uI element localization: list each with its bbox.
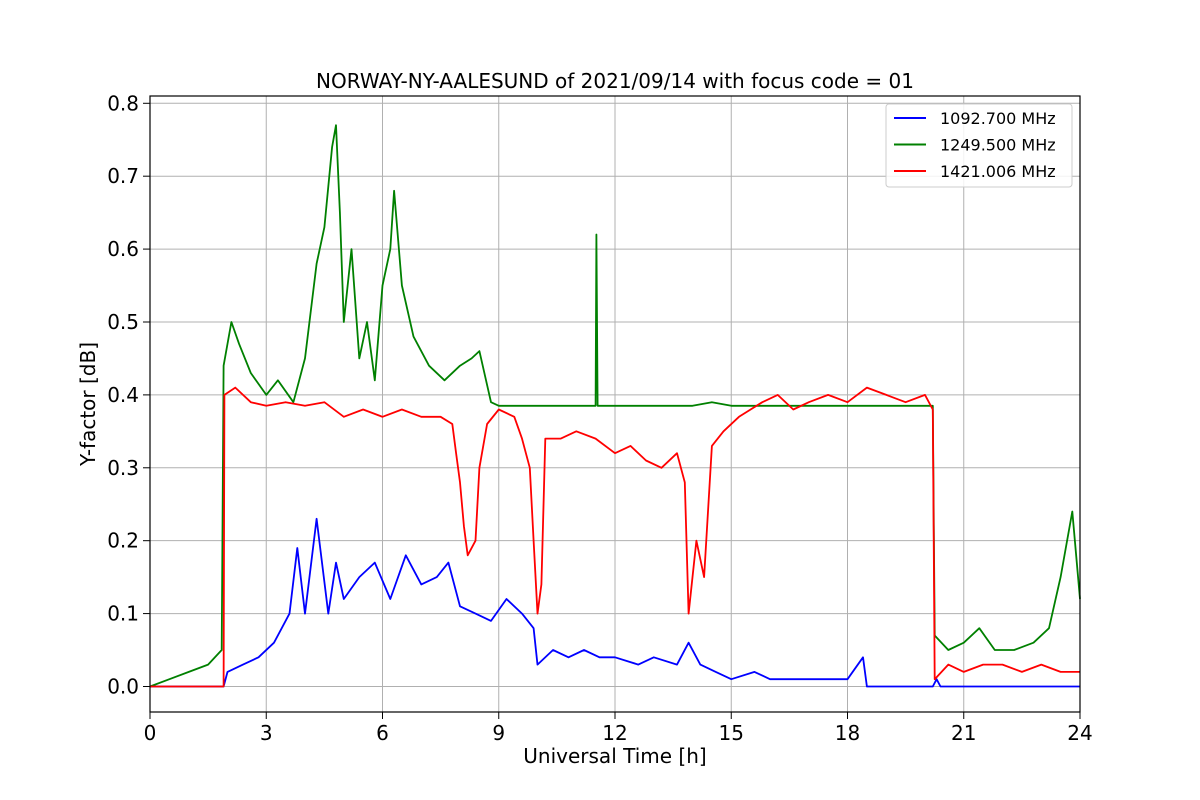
x-tick-label: 24 bbox=[1067, 721, 1092, 745]
x-tick-label: 21 bbox=[951, 721, 976, 745]
x-tick-label: 6 bbox=[376, 721, 389, 745]
y-tick-label: 0.2 bbox=[107, 529, 139, 553]
series-line-0 bbox=[150, 517, 1080, 688]
x-tick-label: 12 bbox=[602, 721, 627, 745]
series-line-2 bbox=[150, 386, 1080, 688]
y-axis-ticks: 0.0 0.1 0.2 0.3 0.4 0.5 0.6 0.7 0.8 bbox=[107, 91, 150, 698]
y-tick-label: 0.0 bbox=[107, 674, 139, 698]
x-tick-label: 9 bbox=[492, 721, 505, 745]
legend-label-0: 1092.700 MHz bbox=[940, 109, 1056, 128]
chart-title: NORWAY-NY-AALESUND of 2021/09/14 with fo… bbox=[316, 69, 914, 93]
series-line-1 bbox=[149, 124, 1081, 688]
x-tick-label: 18 bbox=[835, 721, 860, 745]
x-axis-label: Universal Time [h] bbox=[523, 744, 706, 768]
y-tick-label: 0.6 bbox=[107, 237, 139, 261]
y-tick-label: 0.7 bbox=[107, 164, 139, 188]
x-axis-ticks: 0 3 6 9 12 15 18 21 24 bbox=[144, 712, 1093, 745]
y-tick-label: 0.1 bbox=[107, 602, 139, 626]
y-tick-label: 0.8 bbox=[107, 91, 139, 115]
legend-label-2: 1421.006 MHz bbox=[940, 162, 1056, 181]
x-tick-label: 0 bbox=[144, 721, 157, 745]
legend-box bbox=[885, 103, 1073, 188]
y-tick-label: 0.3 bbox=[107, 456, 139, 480]
x-tick-label: 3 bbox=[260, 721, 273, 745]
y-tick-label: 0.4 bbox=[107, 383, 139, 407]
y-tick-label: 0.5 bbox=[107, 310, 139, 334]
x-tick-label: 15 bbox=[719, 721, 744, 745]
legend-label-1: 1249.500 MHz bbox=[940, 136, 1056, 155]
series-lines bbox=[149, 124, 1081, 688]
y-axis-label: Y-factor [dB] bbox=[76, 342, 100, 467]
legend: 1092.700 MHz 1249.500 MHz 1421.006 MHz bbox=[885, 103, 1073, 188]
